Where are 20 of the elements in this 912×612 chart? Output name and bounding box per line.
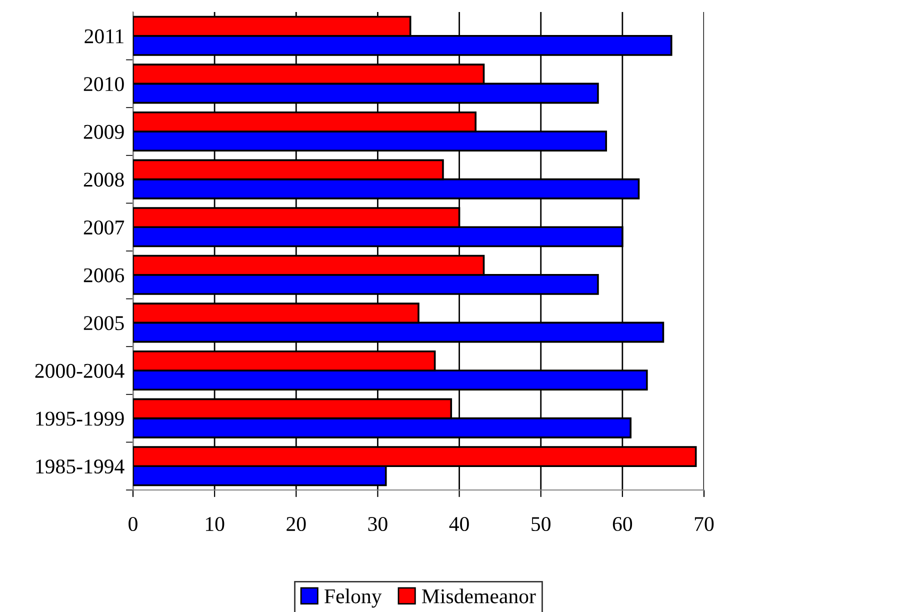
y-tick-label: 2000-2004 xyxy=(35,364,124,378)
x-tick-label: 0 xyxy=(128,516,138,532)
y-tick-label: 2010 xyxy=(84,77,124,92)
x-tick-label: 40 xyxy=(449,516,469,532)
y-tick-label: 2009 xyxy=(84,124,124,139)
y-tick-label: 2006 xyxy=(84,268,124,282)
x-tick-label: 30 xyxy=(368,516,388,532)
legend-label: Misdemeanor xyxy=(422,588,536,604)
x-tick-label: 10 xyxy=(206,516,224,532)
y-tick-label: 2005 xyxy=(84,316,124,330)
legend-label: Felony xyxy=(324,588,382,608)
y-tick-label: 1985-1994 xyxy=(36,459,124,474)
x-tick-label: 70 xyxy=(694,516,714,532)
x-tick-label: 50 xyxy=(532,516,550,532)
x-tick-label: 60 xyxy=(612,516,632,532)
y-tick-label: 1995-1999 xyxy=(36,412,124,426)
y-tick-label: 2011 xyxy=(84,29,124,44)
y-tick-label: 2008 xyxy=(84,172,124,187)
y-tick-label: 2007 xyxy=(84,220,124,235)
x-tick-label: 20 xyxy=(286,516,306,532)
